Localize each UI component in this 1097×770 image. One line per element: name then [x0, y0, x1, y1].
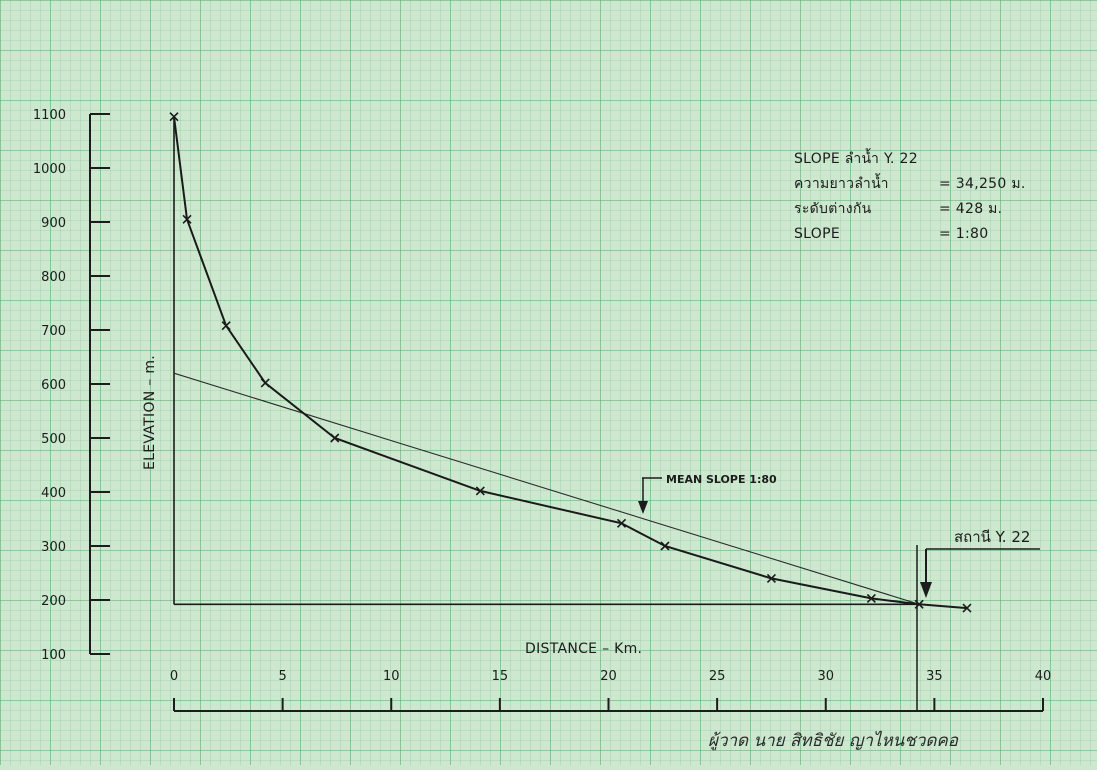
y-tick-label: 500 [41, 432, 66, 447]
y-axis-label: ELEVATION – m. [142, 355, 158, 470]
profile-markers [169, 112, 972, 613]
y-tick-label: 300 [41, 540, 66, 555]
y-axis-ticks: 1100 1000 900 800 700 600 500 400 300 200 100 [33, 108, 110, 663]
data-point-marker [330, 433, 340, 443]
signature: ผู้วาด นาย สิทธิชัย ญาไหนชวดคอ [708, 730, 959, 751]
info-value: = 1:80 [939, 226, 988, 242]
x-tick-label: 15 [492, 669, 509, 684]
y-tick-label: 600 [41, 378, 66, 393]
info-value: = 428 ม. [939, 201, 1002, 217]
data-point-marker [475, 486, 485, 496]
y-tick-label: 100 [41, 648, 66, 663]
info-box: SLOPE ลำน้ำ Y. 22 ความยาวลำน้ำ = 34,250 ม.… [794, 148, 1026, 242]
info-label: ระดับต่างกัน [794, 201, 872, 217]
data-point-marker [169, 112, 179, 122]
data-point-marker [866, 593, 876, 603]
x-axis-ticks: 0 5 10 15 20 25 30 35 40 [170, 669, 1051, 711]
info-label: SLOPE [794, 226, 840, 242]
info-label: ความยาวลำน้ำ [794, 173, 889, 192]
x-tick-label: 25 [709, 669, 726, 684]
x-tick-label: 10 [383, 669, 400, 684]
river-profile-line [173, 116, 968, 610]
x-tick-label: 35 [926, 669, 943, 684]
mean-slope-line [173, 372, 920, 605]
y-tick-label: 900 [41, 216, 66, 231]
data-point-marker [260, 378, 270, 388]
data-point-marker [766, 573, 777, 583]
info-label: SLOPE ลำน้ำ Y. 22 [794, 148, 918, 167]
x-tick-label: 20 [600, 669, 617, 684]
x-tick-label: 5 [278, 669, 286, 684]
x-tick-label: 30 [817, 669, 834, 684]
info-value: = 34,250 ม. [939, 176, 1026, 192]
data-point-marker [182, 214, 192, 224]
mean-slope-label: MEAN SLOPE 1:80 [666, 473, 777, 486]
data-point-marker [221, 321, 231, 331]
y-tick-label: 1100 [33, 108, 66, 123]
data-point-marker [616, 518, 627, 528]
mean-slope-arrow-head [638, 501, 648, 514]
data-point-marker [962, 603, 972, 613]
x-tick-label: 40 [1035, 669, 1052, 684]
y-tick-label: 800 [41, 270, 66, 285]
y-tick-label: 700 [41, 324, 66, 339]
y-tick-label: 200 [41, 594, 66, 609]
station-arrow-head [920, 582, 932, 598]
x-axis-label: DISTANCE – Km. [525, 641, 642, 657]
station-label: สถานี Y. 22 [954, 528, 1030, 546]
x-tick-label: 0 [170, 669, 178, 684]
y-tick-label: 400 [41, 486, 66, 501]
y-tick-label: 1000 [33, 162, 66, 177]
data-point-marker [660, 541, 670, 551]
